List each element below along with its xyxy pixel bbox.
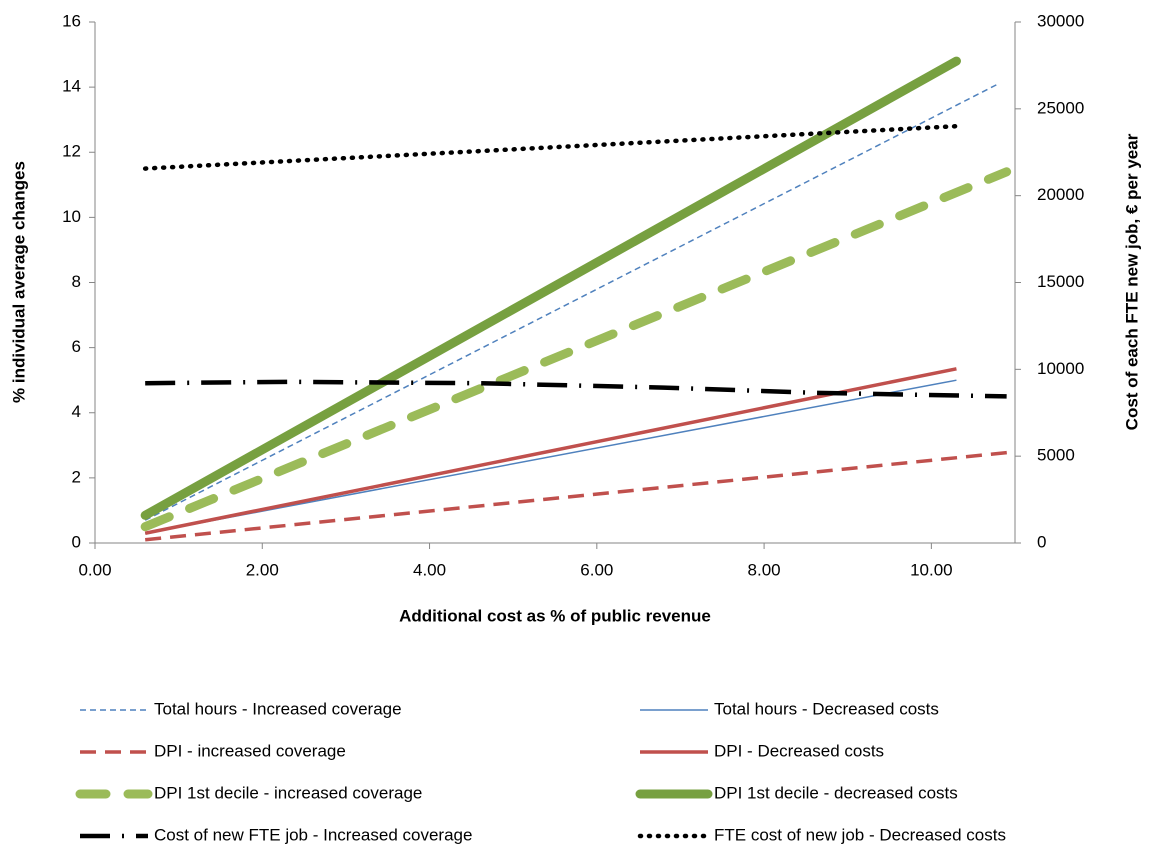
series-line [144, 367, 957, 535]
y2-tick-label: 0 [1037, 532, 1046, 551]
y2-axis-title: Cost of each FTE new job, € per year [1122, 133, 1141, 430]
y-tick-label: 8 [72, 272, 81, 291]
legend-label: Total hours - Decreased costs [714, 699, 939, 718]
y-tick-label: 14 [62, 77, 81, 96]
y-tick-label: 12 [62, 142, 81, 161]
y-tick-label: 6 [72, 337, 81, 356]
y-tick-label: 0 [72, 532, 81, 551]
series-line [145, 379, 957, 534]
y-tick-label: 2 [72, 467, 81, 486]
series-line [144, 83, 999, 521]
y-tick-label: 16 [62, 11, 81, 30]
x-tick-label: 2.00 [246, 560, 279, 579]
y-tick-label: 10 [62, 207, 81, 226]
x-tick-label: 6.00 [580, 560, 613, 579]
series-line [142, 123, 959, 171]
legend-label: DPI 1st decile - decreased costs [714, 783, 958, 802]
y2-tick-label: 30000 [1037, 11, 1084, 30]
legend-label: DPI 1st decile - increased coverage [154, 783, 422, 802]
y2-tick-label: 25000 [1037, 98, 1084, 117]
x-tick-label: 4.00 [413, 560, 446, 579]
y2-tick-label: 20000 [1037, 185, 1084, 204]
series-line [140, 56, 961, 520]
y2-tick-label: 10000 [1037, 359, 1084, 378]
x-tick-label: 10.00 [910, 560, 953, 579]
y-tick-label: 4 [72, 402, 81, 421]
y2-tick-label: 15000 [1037, 272, 1084, 291]
x-tick-label: 0.00 [78, 560, 111, 579]
legend-label: DPI - increased coverage [154, 741, 346, 760]
legend-label: Total hours - Increased coverage [154, 699, 402, 718]
legend-label: Cost of new FTE job - Increased coverage [154, 825, 472, 844]
y-axis-title: % individual average changes [9, 161, 28, 403]
series-line [140, 167, 1012, 532]
x-tick-label: 8.00 [748, 560, 781, 579]
series-line [145, 450, 1016, 542]
legend-label: FTE cost of new job - Decreased costs [714, 825, 1006, 844]
x-axis-title: Additional cost as % of public revenue [399, 606, 711, 625]
y2-tick-label: 5000 [1037, 446, 1075, 465]
legend-label: DPI - Decreased costs [714, 741, 884, 760]
series-line [145, 379, 1007, 399]
